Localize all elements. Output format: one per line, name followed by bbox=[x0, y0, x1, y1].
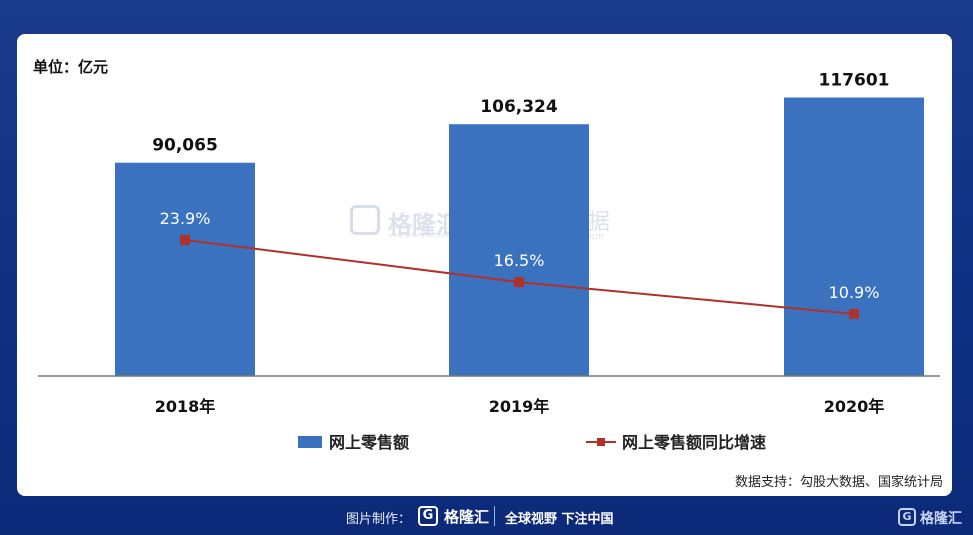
corner-brand: 格隆汇 bbox=[920, 511, 962, 527]
footer-slogan: 全球视野 下注中国 bbox=[505, 512, 614, 527]
bar-value-label-0: 90,065 bbox=[152, 136, 218, 156]
footer-logo-icon: G bbox=[418, 506, 438, 526]
bar-0 bbox=[115, 162, 255, 376]
legend-bar-label: 网上零售额 bbox=[329, 433, 409, 452]
bar-1 bbox=[449, 124, 589, 377]
growth-marker-0 bbox=[180, 234, 190, 245]
bars-layer bbox=[115, 97, 924, 377]
bar-value-label-2: 117601 bbox=[819, 71, 890, 91]
footer-divider bbox=[494, 506, 495, 526]
category-label-1: 2019年 bbox=[489, 397, 550, 416]
growth-label-2: 10.9% bbox=[829, 283, 880, 302]
corner-logo-icon: G bbox=[898, 508, 916, 526]
labels-layer: 90,065 2018年 106,324 2019年 117601 2020年 bbox=[152, 71, 889, 416]
footer-logo-text: 格隆汇 bbox=[444, 508, 490, 526]
source-note: 数据支持：勾股大数据、国家统计局 bbox=[734, 475, 943, 490]
footer-bar: 图片制作： G 格隆汇 全球视野 下注中国 G 格隆汇 bbox=[0, 500, 973, 535]
watermark-brand: 格隆汇 bbox=[388, 211, 460, 239]
growth-label-0: 23.9% bbox=[160, 209, 211, 228]
watermark-brand-url: www.gelonghui.com bbox=[388, 232, 449, 239]
growth-marker-2 bbox=[849, 308, 859, 319]
legend-bar-swatch bbox=[298, 436, 322, 448]
watermark-logo-icon bbox=[350, 205, 380, 235]
growth-marker-1 bbox=[514, 277, 524, 288]
legend-line-label: 网上零售额同比增速 bbox=[622, 433, 766, 452]
footer-credit: 图片制作： bbox=[346, 512, 412, 527]
growth-label-1: 16.5% bbox=[494, 251, 545, 270]
legend: 网上零售额 网上零售额同比增速 bbox=[298, 433, 766, 452]
legend-line-marker bbox=[597, 438, 605, 446]
unit-label: 单位：亿元 bbox=[33, 58, 109, 76]
category-label-0: 2018年 bbox=[155, 397, 216, 416]
line-layer: 23.9% 16.5% 10.9% bbox=[160, 209, 880, 319]
category-label-2: 2020年 bbox=[824, 397, 885, 416]
bar-value-label-1: 106,324 bbox=[480, 97, 558, 117]
bar-2 bbox=[784, 97, 924, 377]
